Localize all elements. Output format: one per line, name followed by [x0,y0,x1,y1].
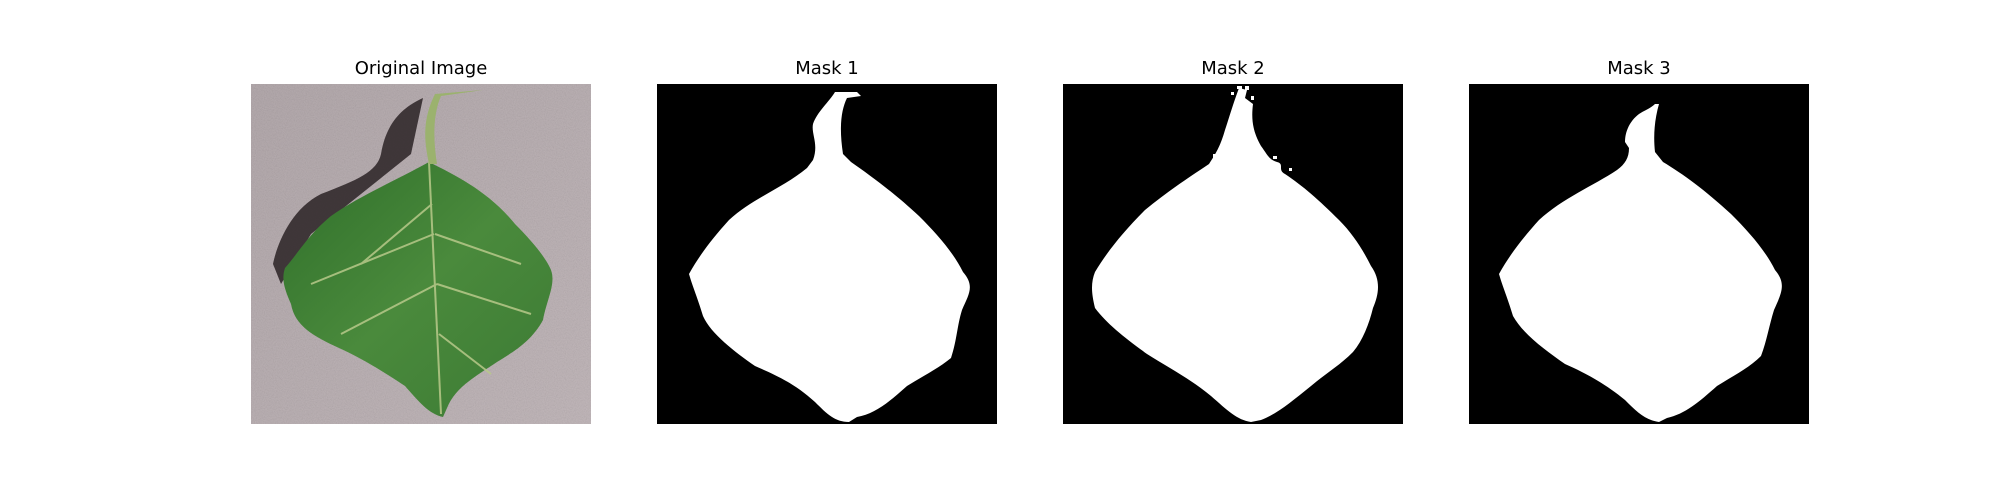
panel-mask-1: Mask 1 [657,0,997,500]
mask-2-leaf-shape [1092,88,1378,422]
panel-mask-2: Mask 2 [1063,0,1403,500]
original-leaf-image [251,84,591,424]
panel-title-mask-1: Mask 1 [795,58,859,79]
mask-1-leaf-shape [689,92,970,422]
mask-2-speckles [1213,86,1292,171]
leaf-veins [310,161,532,415]
panel-original-image: Original Image [251,0,591,500]
leaf-petiole [425,90,483,164]
panel-title-mask-3: Mask 3 [1607,58,1671,79]
mask-3-leaf-shape [1499,104,1782,422]
leaf-blade [283,162,553,417]
panel-title-mask-2: Mask 2 [1201,58,1265,79]
mask-3-image [1469,84,1809,424]
leaf-shadow [273,98,423,284]
panel-mask-3: Mask 3 [1469,0,1809,500]
mask-1-image [657,84,997,424]
mask-2-image [1063,84,1403,424]
panel-title-original-image: Original Image [354,58,488,79]
